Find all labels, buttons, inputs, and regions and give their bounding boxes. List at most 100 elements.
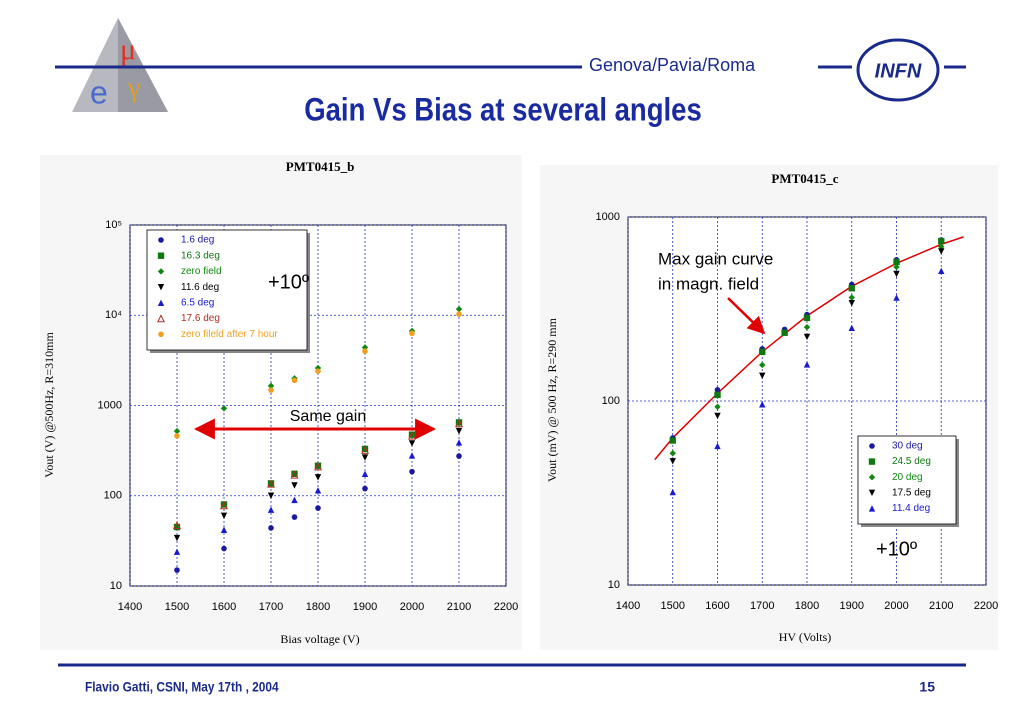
data-point bbox=[893, 263, 900, 271]
x-tick-label: 2200 bbox=[494, 601, 518, 613]
page-number: 15 bbox=[919, 679, 935, 695]
x-tick-label: 1700 bbox=[750, 600, 774, 612]
data-point bbox=[669, 488, 676, 496]
legend-marker bbox=[869, 443, 875, 449]
data-point bbox=[893, 258, 900, 266]
data-point bbox=[848, 294, 855, 301]
data-point bbox=[315, 368, 321, 374]
data-point bbox=[219, 501, 229, 510]
data-point bbox=[455, 427, 463, 435]
y-tick-label: 100 bbox=[104, 490, 122, 502]
legend-label: 17.6 deg bbox=[181, 313, 220, 324]
data-point bbox=[220, 512, 228, 519]
infn-logo: INFN bbox=[875, 60, 922, 82]
data-point bbox=[938, 248, 945, 255]
data-point bbox=[291, 514, 298, 520]
data-point bbox=[409, 468, 415, 475]
legend-marker bbox=[158, 237, 164, 243]
x-tick-label: 1600 bbox=[212, 601, 236, 613]
data-point bbox=[174, 567, 180, 573]
data-point bbox=[266, 479, 276, 488]
chart-title: PMT0415_b bbox=[286, 159, 355, 174]
data-point bbox=[220, 526, 228, 533]
data-point bbox=[268, 387, 274, 393]
legend-marker bbox=[868, 474, 876, 481]
affiliation: Genova/Pavia/Roma bbox=[589, 55, 756, 75]
data-point bbox=[803, 361, 811, 368]
data-point bbox=[669, 458, 676, 465]
x-tick-label: 2200 bbox=[974, 600, 998, 612]
data-point bbox=[267, 492, 275, 499]
data-point bbox=[290, 470, 299, 479]
data-point bbox=[362, 485, 368, 492]
data-point bbox=[314, 487, 322, 494]
legend-marker bbox=[157, 299, 165, 307]
data-point bbox=[669, 450, 676, 457]
legend-label: 11.6 deg bbox=[181, 282, 219, 293]
legend bbox=[146, 229, 308, 351]
x-tick-label: 1400 bbox=[118, 601, 142, 613]
x-tick-label: 2000 bbox=[400, 601, 424, 613]
data-point bbox=[408, 452, 416, 459]
data-point bbox=[455, 305, 463, 313]
x-tick-label: 2100 bbox=[929, 600, 953, 612]
chart-title: PMT0415_c bbox=[771, 171, 838, 186]
x-tick-label: 1600 bbox=[705, 600, 729, 612]
charts: PMT0415_b Bias voltage (V) Vout (V) @500Hz… bbox=[42, 159, 998, 646]
y-tick-label: 1000 bbox=[596, 211, 620, 223]
data-point bbox=[456, 453, 462, 459]
data-point bbox=[938, 237, 945, 245]
annotation: Same gain bbox=[290, 408, 367, 425]
data-point bbox=[268, 525, 274, 531]
x-tick-label: 2100 bbox=[447, 601, 471, 613]
data-point bbox=[803, 333, 811, 341]
x-tick-label: 1800 bbox=[795, 600, 819, 612]
data-point bbox=[173, 427, 181, 435]
legend-label: 6.5 deg bbox=[181, 297, 214, 308]
legend-label: zero fileld after 7 hour bbox=[181, 329, 278, 340]
logo-shade bbox=[118, 18, 168, 112]
data-point bbox=[848, 300, 855, 307]
data-point bbox=[362, 348, 368, 354]
legend-marker bbox=[868, 489, 876, 496]
data-point bbox=[174, 433, 180, 439]
annotation: +10º bbox=[268, 271, 310, 293]
data-point bbox=[714, 391, 721, 399]
data-point bbox=[803, 314, 811, 322]
x-tick-label: 1500 bbox=[165, 601, 189, 613]
data-point bbox=[714, 387, 721, 393]
x-tick-label: 1900 bbox=[840, 600, 864, 612]
legend-label: 17.5 deg bbox=[892, 487, 931, 498]
data-point bbox=[409, 330, 415, 337]
x-tick-label: 2000 bbox=[884, 600, 908, 612]
data-point bbox=[173, 534, 181, 542]
data-point bbox=[669, 437, 676, 444]
slide-title: Gain Vs Bias at several angles bbox=[304, 93, 702, 128]
data-point bbox=[456, 311, 462, 317]
y-tick-label: 10 bbox=[608, 579, 620, 591]
x-tick-label: 1800 bbox=[306, 601, 330, 613]
data-point bbox=[361, 454, 369, 461]
data-point bbox=[759, 361, 766, 369]
data-point bbox=[173, 548, 181, 555]
annotation: Max gain curve bbox=[658, 249, 773, 268]
x-tick-label: 1500 bbox=[661, 600, 685, 612]
legend-label: 24.5 deg bbox=[892, 456, 931, 467]
logo-e: e bbox=[90, 74, 108, 110]
data-point bbox=[267, 506, 275, 513]
data-point bbox=[267, 382, 275, 390]
x-axis-label: HV (Volts) bbox=[779, 630, 832, 644]
data-point bbox=[172, 521, 182, 530]
annotation: +10º bbox=[876, 538, 918, 560]
y-tick-label: 100 bbox=[602, 395, 620, 407]
data-point bbox=[291, 377, 298, 384]
x-tick-label: 1700 bbox=[259, 601, 283, 613]
data-point bbox=[314, 474, 322, 481]
y-tick-label: 10⁴ bbox=[105, 309, 122, 321]
legend-marker bbox=[157, 252, 165, 259]
y-tick-label: 1000 bbox=[98, 399, 122, 411]
data-point bbox=[714, 412, 721, 420]
logo-ring bbox=[856, 38, 940, 102]
legend-label: 1.6 deg bbox=[181, 235, 214, 246]
